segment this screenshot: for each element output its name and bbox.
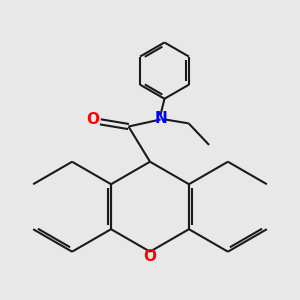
Text: O: O <box>86 112 99 128</box>
Text: O: O <box>143 249 157 264</box>
Text: N: N <box>155 111 168 126</box>
